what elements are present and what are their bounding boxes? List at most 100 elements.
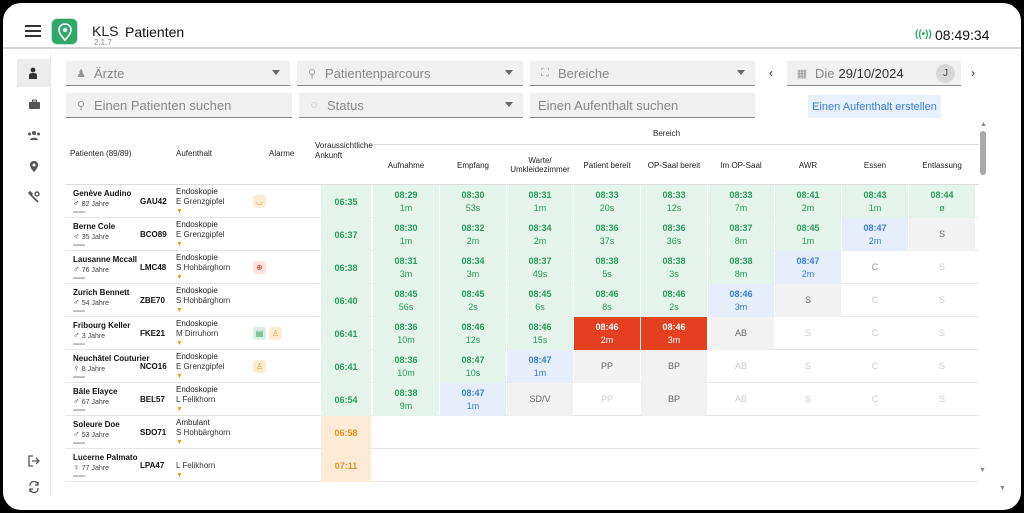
stage-cell[interactable]: 08:44 ø bbox=[909, 185, 975, 218]
stage-cell[interactable]: AB bbox=[708, 317, 774, 350]
stage-cell[interactable]: 08:31 3m bbox=[373, 251, 439, 284]
stage-cell[interactable]: 08:36 37s bbox=[574, 218, 640, 251]
stage-cell[interactable]: 08:46 3m bbox=[641, 317, 707, 350]
stage-cell[interactable]: S bbox=[775, 317, 841, 350]
stage-cell[interactable]: 08:38 5s bbox=[574, 251, 640, 284]
stage-cell[interactable]: 08:46 12s bbox=[440, 317, 506, 350]
stage-cell[interactable]: BP bbox=[641, 350, 707, 383]
person-icon[interactable]: ♙ bbox=[269, 327, 282, 340]
table-row[interactable]: Fribourg Keller ♂ 3 Jahre ▬▬ FKE21 Endoskopie… bbox=[65, 317, 979, 350]
stage-cell[interactable]: 08:33 7m bbox=[708, 185, 774, 218]
sidebar-item-locations[interactable] bbox=[17, 152, 51, 180]
stage-cell[interactable]: 08:47 1m bbox=[440, 383, 506, 416]
stage-cell[interactable]: S bbox=[909, 383, 975, 416]
stage-cell[interactable]: PP bbox=[574, 350, 640, 383]
table-row[interactable]: Neuchâtel Couturier ♀ 8 Jahre ▬▬ NCO16 Endosk… bbox=[65, 350, 979, 383]
stage-cell[interactable]: 08:43 1m bbox=[842, 185, 908, 218]
stage-cell[interactable]: 08:36 10m bbox=[373, 317, 439, 350]
stage-cell[interactable]: 08:46 3m bbox=[708, 284, 774, 317]
stage-cell[interactable]: S bbox=[775, 383, 841, 416]
stage-cell[interactable]: S bbox=[909, 218, 975, 251]
scroll-up-icon[interactable]: ▲ bbox=[980, 121, 987, 128]
sidebar-item-patients[interactable] bbox=[17, 59, 51, 87]
table-row[interactable]: Bâle Elayce ♂ 67 Jahre ▬▬ BEL57 Endoskopie L F… bbox=[65, 383, 979, 416]
stage-cell[interactable]: 08:30 1m bbox=[373, 218, 439, 251]
vertical-scrollbar[interactable] bbox=[980, 131, 986, 175]
stage-cell[interactable]: C bbox=[842, 350, 908, 383]
table-row[interactable]: Zurich Bennett ♂ 54 Jahre ▬▬ ZBE70 Endoskopie… bbox=[65, 284, 979, 317]
stage-cell[interactable]: S bbox=[775, 350, 841, 383]
stage-cell[interactable]: S bbox=[909, 284, 975, 317]
target-icon[interactable]: ⊕ bbox=[253, 261, 266, 274]
sidebar-item-tools[interactable] bbox=[17, 183, 51, 211]
patient-name[interactable]: Zurich Bennett bbox=[73, 288, 130, 297]
stage-cell[interactable]: 08:45 1m bbox=[775, 218, 841, 251]
table-row[interactable]: Berne Cole ♂ 35 Jahre ▬▬ BCO89 Endoskopie E Gr… bbox=[65, 218, 979, 251]
stage-cell[interactable]: C bbox=[842, 284, 908, 317]
sidebar-item-cases[interactable] bbox=[17, 90, 51, 118]
patient-name[interactable]: Bâle Elayce bbox=[73, 387, 118, 396]
doctors-filter[interactable]: ♟ Ärzte bbox=[66, 61, 290, 86]
page-scroll-down-icon[interactable]: ▼ bbox=[999, 485, 1006, 492]
stage-cell[interactable]: 08:47 2m bbox=[775, 251, 841, 284]
day-avatar[interactable]: J bbox=[936, 64, 955, 83]
person-icon[interactable]: ♙ bbox=[253, 360, 266, 373]
sidebar-item-staff[interactable] bbox=[17, 121, 51, 149]
table-row[interactable]: Lausanne Mccall ♂ 76 Jahre ▬▬ LMC48 Endoskopi… bbox=[65, 251, 979, 284]
stage-cell[interactable]: 08:38 9m bbox=[373, 383, 439, 416]
stage-cell[interactable]: 08:46 15s bbox=[507, 317, 573, 350]
stage-cell[interactable]: 08:36 10m bbox=[373, 350, 439, 383]
patient-name[interactable]: Neuchâtel Couturier bbox=[73, 354, 150, 363]
stage-cell[interactable]: C bbox=[842, 251, 908, 284]
stage-cell[interactable]: 08:33 20s bbox=[574, 185, 640, 218]
patient-search-input[interactable]: ⚲ Einen Patienten suchen bbox=[66, 93, 292, 118]
stage-cell[interactable]: 08:47 2m bbox=[842, 218, 908, 251]
patient-name[interactable]: Genève Audino bbox=[73, 189, 132, 198]
sidebar-item-logout[interactable] bbox=[17, 447, 51, 475]
stage-cell[interactable]: S bbox=[909, 317, 975, 350]
stage-cell[interactable]: 08:46 2m bbox=[574, 317, 640, 350]
stage-cell[interactable]: 08:29 1m bbox=[373, 185, 439, 218]
table-row[interactable]: Lucerne Palmato ♀ 77 Jahre ▬▬ LPA47 L Felikho… bbox=[65, 449, 979, 482]
patient-name[interactable]: Fribourg Keller bbox=[73, 321, 131, 330]
mask-icon[interactable]: ◡ bbox=[253, 195, 266, 208]
stage-cell[interactable]: SD/V bbox=[507, 383, 573, 416]
stage-cell[interactable]: S bbox=[775, 284, 841, 317]
stage-cell[interactable]: 08:31 1m bbox=[507, 185, 573, 218]
parcours-filter[interactable]: ⚲ Patientenparcours bbox=[297, 61, 523, 86]
next-day-arrow[interactable]: › bbox=[971, 66, 975, 80]
patient-name[interactable]: Lausanne Mccall bbox=[73, 255, 138, 264]
stage-cell[interactable]: BP bbox=[641, 383, 707, 416]
stage-cell[interactable]: 08:33 12s bbox=[641, 185, 707, 218]
stage-cell[interactable]: 08:34 3m bbox=[440, 251, 506, 284]
stage-cell[interactable]: 08:30 53s bbox=[440, 185, 506, 218]
stage-cell[interactable]: PP bbox=[574, 383, 640, 416]
stage-cell[interactable]: AB bbox=[708, 383, 774, 416]
patient-name[interactable]: Berne Cole bbox=[73, 222, 116, 231]
stage-cell[interactable]: 08:46 2s bbox=[641, 284, 707, 317]
table-row[interactable]: Soleure Doe ♂ 53 Jahre ▬▬ SDO71 Ambulant S Hoh… bbox=[65, 416, 979, 449]
menu-icon[interactable] bbox=[25, 25, 41, 40]
stage-cell[interactable]: S bbox=[909, 251, 975, 284]
create-stay-button[interactable]: Einen Aufenthalt erstellen bbox=[808, 95, 941, 118]
stage-cell[interactable]: C bbox=[842, 317, 908, 350]
stage-cell[interactable]: 08:41 2m bbox=[775, 185, 841, 218]
stage-cell[interactable]: C bbox=[842, 383, 908, 416]
stage-cell[interactable]: 08:37 49s bbox=[507, 251, 573, 284]
stage-cell[interactable]: 08:34 2m bbox=[507, 218, 573, 251]
patient-name[interactable]: Soleure Doe bbox=[73, 420, 120, 429]
stage-cell[interactable]: S bbox=[909, 350, 975, 383]
stage-cell[interactable]: 08:37 8m bbox=[708, 218, 774, 251]
stage-cell[interactable]: 08:38 3s bbox=[641, 251, 707, 284]
prev-day-arrow[interactable]: ‹ bbox=[769, 66, 773, 80]
areas-filter[interactable]: ⛶ Bereiche bbox=[530, 61, 755, 86]
stage-cell[interactable]: 08:47 10s bbox=[440, 350, 506, 383]
stage-cell[interactable]: 08:32 2m bbox=[440, 218, 506, 251]
patient-name[interactable]: Lucerne Palmato bbox=[73, 453, 138, 462]
stage-cell[interactable]: 08:38 8m bbox=[708, 251, 774, 284]
stage-cell[interactable]: 08:45 6s bbox=[507, 284, 573, 317]
status-filter[interactable]: ◌ Status bbox=[299, 93, 523, 118]
sidebar-item-sync[interactable] bbox=[17, 473, 51, 501]
stage-cell[interactable]: AB bbox=[708, 350, 774, 383]
table-row[interactable]: Genève Audino ♂ 82 Jahre ▬▬ GAU42 Endoskopie E… bbox=[65, 185, 979, 218]
